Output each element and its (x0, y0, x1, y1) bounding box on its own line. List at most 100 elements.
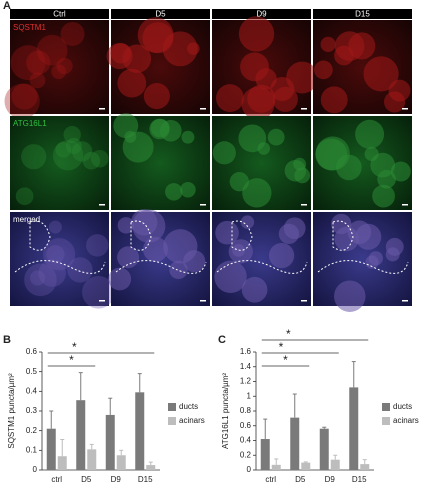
texture (334, 226, 359, 252)
texture (159, 119, 182, 142)
legend-swatch (168, 417, 176, 425)
texture (241, 276, 268, 303)
legend-swatch (382, 403, 390, 411)
column-header: D5 (155, 10, 166, 19)
texture (124, 130, 137, 143)
legend-swatch (382, 417, 390, 425)
texture (106, 43, 133, 70)
texture (63, 125, 81, 144)
column-header: D9 (256, 10, 267, 19)
scale-bar (402, 300, 408, 302)
y-tick-label: 1.6 (240, 347, 252, 356)
channel-label: SQSTM1 (13, 23, 46, 32)
bar (271, 464, 281, 470)
texture (215, 220, 239, 245)
outline (317, 220, 409, 274)
texture (238, 124, 267, 153)
column-header-bg (313, 9, 412, 19)
texture (51, 64, 67, 80)
x-tick-label: D9 (111, 475, 122, 484)
y-tick-label: 1 (247, 391, 252, 400)
bar (46, 428, 56, 470)
legend-swatch (168, 403, 176, 411)
texture (355, 223, 382, 250)
y-tick-label: 0 (33, 465, 38, 474)
y-axis-label: SQSTM1 puncta/µm² (7, 373, 16, 449)
texture (131, 209, 158, 236)
texture (284, 159, 307, 182)
y-tick-label: 0.5 (26, 367, 38, 376)
y-tick-label: 0.6 (26, 347, 38, 356)
y-tick-label: 1.4 (240, 362, 252, 371)
texture (355, 119, 385, 149)
y-tick-label: 0 (247, 465, 252, 474)
texture (52, 140, 84, 171)
texture (91, 149, 109, 168)
significance-label: * (69, 353, 74, 367)
y-tick-label: 0.6 (240, 421, 252, 430)
channel-label: merged (13, 215, 40, 224)
texture (10, 45, 46, 81)
legend-label: acinars (393, 416, 419, 425)
bar (87, 449, 97, 470)
significance-label: * (72, 340, 77, 354)
texture (15, 187, 34, 206)
texture (314, 60, 333, 80)
y-tick-label: 0.2 (240, 450, 252, 459)
scale-bar (402, 108, 408, 110)
x-tick-label: D9 (325, 475, 336, 484)
texture (60, 21, 85, 46)
texture (334, 45, 354, 66)
texture (372, 184, 395, 208)
texture (187, 42, 200, 55)
texture (26, 50, 51, 75)
x-tick-label: ctrl (265, 475, 276, 484)
texture (334, 280, 366, 313)
texture (36, 34, 68, 66)
texture (240, 215, 255, 229)
column-header: D15 (355, 10, 370, 19)
column-header-bg (212, 9, 311, 19)
texture (82, 151, 101, 170)
bar (260, 439, 270, 470)
scale-bar (301, 300, 307, 302)
bar (146, 465, 156, 470)
texture (363, 56, 399, 92)
y-tick-label: 0.3 (26, 406, 38, 415)
scale-bar (200, 300, 206, 302)
texture (29, 72, 46, 89)
texture (24, 263, 57, 297)
x-tick-label: D5 (295, 475, 306, 484)
texture (390, 161, 411, 182)
significance-label: * (286, 327, 291, 341)
texture (267, 128, 285, 146)
column-header: Ctrl (53, 10, 66, 19)
texture (108, 267, 132, 291)
bar (360, 464, 370, 470)
bar (330, 459, 340, 470)
column-header-bg (111, 9, 210, 19)
texture (283, 217, 306, 240)
x-tick-label: D5 (81, 475, 92, 484)
texture (270, 77, 295, 102)
bar (349, 387, 359, 470)
x-tick-label: D15 (138, 475, 153, 484)
texture (214, 260, 247, 294)
texture (143, 236, 168, 262)
micrograph (10, 116, 109, 210)
texture (43, 238, 76, 271)
scale-bar (301, 108, 307, 110)
texture (368, 251, 383, 266)
texture (364, 146, 379, 162)
bar (301, 462, 311, 470)
texture (212, 141, 236, 165)
bar (290, 417, 300, 470)
texture (56, 57, 73, 75)
bar (76, 400, 86, 470)
legend-label: ducts (179, 402, 198, 411)
texture (86, 234, 109, 257)
texture (82, 275, 115, 309)
panel-label: C (218, 334, 226, 346)
texture (46, 245, 65, 264)
